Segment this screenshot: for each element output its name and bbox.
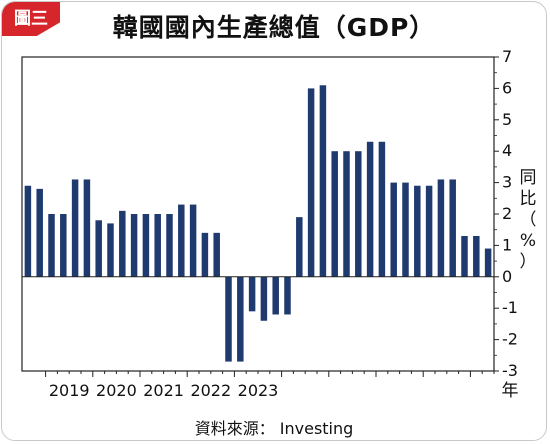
bar <box>237 276 244 362</box>
y-tick-label: 2 <box>502 204 512 223</box>
bar <box>83 179 91 277</box>
bar <box>307 88 315 277</box>
y-tick-label: 1 <box>502 235 512 254</box>
bar <box>36 188 43 277</box>
y-tick-label: 0 <box>502 267 512 286</box>
y-tick-label: -1 <box>502 298 518 317</box>
figure-badge: 圖三 <box>2 2 60 36</box>
bar <box>343 151 350 277</box>
x-tick-label: 2021 <box>143 381 184 400</box>
bar <box>60 214 67 277</box>
x-tick-label: 2020 <box>96 381 137 400</box>
bar <box>378 141 386 277</box>
x-axis-unit: 年 <box>502 381 519 401</box>
y-tick-label: 3 <box>502 173 512 192</box>
y-axis-label: 同比（%） <box>520 168 537 272</box>
y-tick-label: 7 <box>502 47 512 66</box>
y-tick-label: 6 <box>502 78 512 97</box>
bar <box>260 276 268 321</box>
bar <box>48 214 55 277</box>
bar <box>225 276 232 362</box>
bar <box>296 217 303 277</box>
bar <box>119 210 126 277</box>
bar <box>248 276 256 312</box>
y-tick-label: 4 <box>502 141 512 160</box>
bar <box>107 223 114 277</box>
bar <box>331 151 338 277</box>
plot-area-frame <box>21 56 495 372</box>
bar <box>189 204 197 277</box>
bar <box>284 276 291 315</box>
bar <box>154 214 161 277</box>
y-tick-label: -2 <box>502 330 518 349</box>
bar <box>461 235 468 277</box>
bar <box>355 151 362 277</box>
bar <box>166 214 173 277</box>
bar <box>402 182 409 277</box>
y-tick-label: -3 <box>502 361 518 380</box>
bar <box>473 235 480 277</box>
bar <box>130 214 138 277</box>
bar <box>71 179 79 277</box>
bar <box>201 232 209 277</box>
bar <box>142 214 150 277</box>
bar <box>366 141 374 277</box>
bar <box>95 220 102 277</box>
bar <box>319 85 327 277</box>
x-tick-label: 2023 <box>238 381 279 400</box>
chart-title: 韓國國內生產總值（GDP） <box>112 13 436 42</box>
bar <box>414 185 421 277</box>
source-note: 資料來源： Investing <box>194 419 354 438</box>
bar <box>449 179 456 277</box>
bar <box>272 276 279 315</box>
x-tick-label: 2019 <box>49 381 90 400</box>
bar <box>390 182 397 277</box>
y-tick-label: 5 <box>502 110 512 129</box>
bar <box>213 232 220 277</box>
x-tick-label: 2022 <box>190 381 231 400</box>
bar <box>24 185 32 277</box>
bar <box>425 185 433 277</box>
bar <box>437 179 445 277</box>
bar <box>178 204 185 277</box>
bar <box>484 248 492 277</box>
